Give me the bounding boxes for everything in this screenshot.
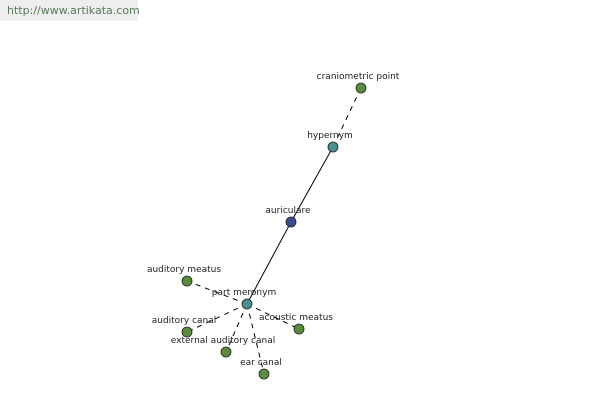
node[interactable] (220, 346, 232, 358)
node[interactable] (293, 323, 305, 335)
node-label[interactable]: external auditory canal (171, 336, 275, 346)
node-label[interactable]: acoustic meatus (259, 313, 333, 323)
node-label[interactable]: auditory meatus (147, 265, 221, 275)
node-label[interactable]: part meronym (212, 288, 276, 298)
node[interactable] (327, 141, 339, 153)
url[interactable]: http://www.artikata.com (7, 4, 140, 17)
node[interactable] (355, 82, 367, 94)
node[interactable] (285, 216, 297, 228)
edge (246, 221, 292, 305)
node-label[interactable]: auriculare (265, 206, 311, 216)
node[interactable] (181, 326, 193, 338)
dashed-edge (246, 303, 265, 375)
node-label[interactable]: hypernym (307, 131, 353, 141)
node[interactable] (241, 298, 253, 310)
node-label[interactable]: ear canal (240, 358, 282, 368)
edges (186, 87, 362, 375)
node[interactable] (181, 275, 193, 287)
node-label[interactable]: auditory canal (152, 316, 217, 326)
dashed-edge (186, 303, 248, 333)
edge (290, 146, 334, 223)
node-label[interactable]: craniometric point (317, 72, 400, 82)
dashed-edge (332, 87, 362, 148)
url-box (0, 0, 138, 21)
node[interactable] (258, 368, 270, 380)
nodes: craniometric point hypernym auriculare part… (147, 72, 400, 380)
dashed-edge (225, 303, 248, 353)
dashed-edge (186, 280, 248, 305)
